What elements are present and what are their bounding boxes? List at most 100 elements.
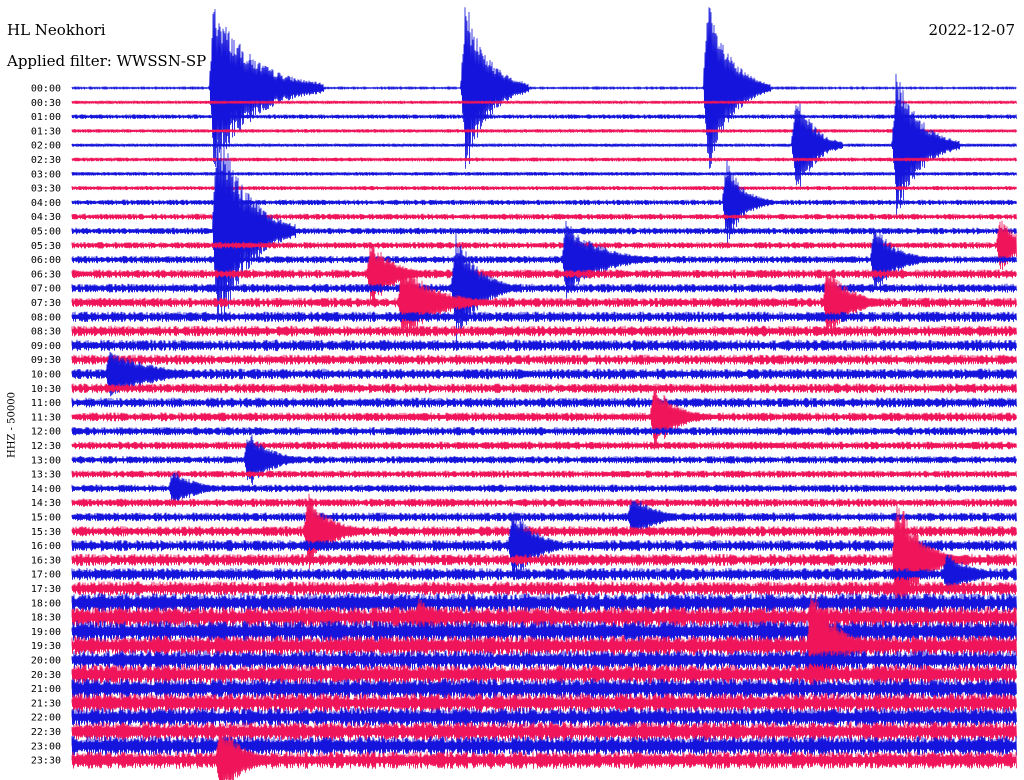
row-tick-label: 22:00: [31, 713, 61, 724]
seismic-trace: [71, 139, 1017, 323]
row-tick-label: 07:30: [31, 298, 61, 309]
row-tick-label: 16:30: [31, 555, 61, 566]
seismic-trace: [71, 128, 1017, 134]
row-tick-label: 17:30: [31, 584, 61, 595]
seismic-trace: [71, 581, 1017, 596]
seismic-trace: [71, 397, 1017, 408]
row-tick-label: 09:00: [31, 341, 61, 352]
row-tick-label: 06:00: [31, 255, 61, 266]
seismic-trace: [71, 500, 1017, 534]
row-tick-label: 11:00: [31, 398, 61, 409]
row-tick-label: 11:30: [31, 412, 61, 423]
seismic-trace: [71, 426, 1017, 436]
seismic-trace: [71, 693, 1017, 713]
row-tick-label: 08:30: [31, 327, 61, 338]
row-tick-label: 09:30: [31, 355, 61, 366]
row-tick-label: 13:00: [31, 455, 61, 466]
row-tick-label: 23:00: [31, 741, 61, 752]
row-tick-label: 02:00: [31, 141, 61, 152]
row-tick-label: 21:00: [31, 684, 61, 695]
row-tick-label: 00:30: [31, 98, 61, 109]
seismic-trace: [71, 267, 1017, 338]
seismic-trace: [71, 434, 1017, 486]
seismic-trace: [71, 620, 1017, 643]
seismic-trace: [71, 383, 1017, 394]
seismic-trace: [71, 594, 1017, 698]
seismic-trace: [71, 598, 1017, 636]
filter-subtitle: Applied filter: WWSSN-SP: [7, 52, 207, 70]
row-tick-label: 16:00: [31, 541, 61, 552]
seismic-trace: [71, 171, 1017, 177]
row-tick-label: 12:00: [31, 427, 61, 438]
seismic-trace: [71, 220, 1017, 270]
seismic-trace: [71, 554, 1017, 594]
seismic-trace: [71, 311, 1017, 323]
seismic-trace: [71, 73, 1017, 217]
row-tick-label: 10:30: [31, 384, 61, 395]
seismic-trace: [71, 233, 1017, 343]
row-tick-label: 07:00: [31, 284, 61, 295]
seismic-trace: [71, 339, 1017, 352]
row-tick-label: 00:00: [31, 84, 61, 95]
row-tick-label: 14:30: [31, 498, 61, 509]
seismic-trace: [71, 593, 1017, 613]
row-tick-label: 14:00: [31, 484, 61, 495]
seismic-trace: [71, 351, 1017, 397]
seismic-trace: [71, 156, 1017, 163]
seismic-trace: [71, 650, 1017, 670]
row-tick-label: 03:00: [31, 169, 61, 180]
seismic-trace: [71, 99, 1017, 105]
seismic-trace: [71, 678, 1017, 699]
row-tick-label: 15:30: [31, 527, 61, 538]
seismic-trace: [71, 707, 1017, 727]
row-tick-label: 04:30: [31, 212, 61, 223]
row-tick-label: 06:30: [31, 269, 61, 280]
seismic-trace: [71, 114, 1017, 120]
row-tick-label: 20:00: [31, 656, 61, 667]
row-tick-label: 04:00: [31, 198, 61, 209]
seismic-trace: [71, 383, 1017, 450]
seismic-trace: [71, 243, 1017, 304]
row-tick-label: 23:30: [31, 756, 61, 767]
seismic-trace: [71, 441, 1017, 450]
seismic-trace: [71, 664, 1017, 685]
row-tick-label: 05:00: [31, 227, 61, 238]
row-tick-label: 12:30: [31, 441, 61, 452]
seismic-trace: [71, 185, 1017, 191]
date-label: 2022-12-07: [928, 21, 1015, 39]
seismic-trace: [71, 498, 1017, 507]
seismic-trace: [71, 325, 1017, 337]
trace-group: [71, 7, 1017, 780]
seismic-trace: [71, 220, 1017, 299]
row-tick-label: 21:30: [31, 698, 61, 709]
row-tick-label: 18:00: [31, 598, 61, 609]
station-title: HL Neokhori: [7, 21, 106, 39]
row-tick-label: 13:30: [31, 470, 61, 481]
row-tick-label: 10:00: [31, 370, 61, 381]
seismic-trace: [71, 7, 1017, 169]
tick-label-group: 00:00 00:30 01:00 01:30 02:00 02:30 03:00 03:30…: [31, 84, 61, 767]
row-tick-label: 19:30: [31, 641, 61, 652]
row-tick-label: 05:30: [31, 241, 61, 252]
seismic-trace: [71, 721, 1017, 742]
row-tick-label: 01:30: [31, 126, 61, 137]
seismic-trace: [71, 493, 1017, 569]
seismic-trace: [71, 470, 1017, 478]
seismic-trace: [71, 354, 1017, 365]
row-tick-label: 17:00: [31, 570, 61, 581]
row-tick-label: 19:00: [31, 627, 61, 638]
seismic-trace: [71, 472, 1017, 505]
row-tick-label: 02:30: [31, 155, 61, 166]
row-tick-label: 22:30: [31, 727, 61, 738]
seismic-trace: [71, 511, 1017, 580]
row-tick-label: 08:00: [31, 312, 61, 323]
row-tick-label: 15:00: [31, 513, 61, 524]
seismic-trace: [71, 502, 1017, 618]
row-tick-label: 01:00: [31, 112, 61, 123]
row-tick-label: 20:30: [31, 670, 61, 681]
row-tick-label: 03:30: [31, 184, 61, 195]
seismic-trace: [71, 724, 1017, 780]
row-tick-label: 18:30: [31, 613, 61, 624]
